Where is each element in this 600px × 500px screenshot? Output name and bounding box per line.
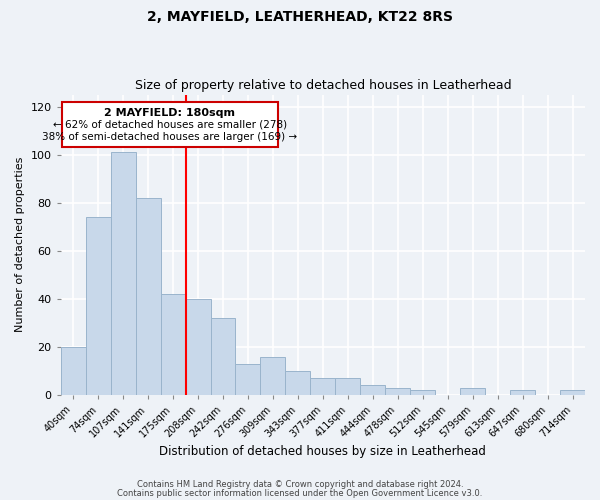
- Bar: [211, 318, 235, 395]
- Bar: [310, 378, 335, 395]
- Text: 2, MAYFIELD, LEATHERHEAD, KT22 8RS: 2, MAYFIELD, LEATHERHEAD, KT22 8RS: [147, 10, 453, 24]
- Text: 2 MAYFIELD: 180sqm: 2 MAYFIELD: 180sqm: [104, 108, 235, 118]
- Bar: [410, 390, 435, 395]
- Text: Contains HM Land Registry data © Crown copyright and database right 2024.: Contains HM Land Registry data © Crown c…: [137, 480, 463, 489]
- Bar: [235, 364, 260, 395]
- Y-axis label: Number of detached properties: Number of detached properties: [15, 157, 25, 332]
- Bar: [136, 198, 161, 395]
- Bar: [286, 371, 310, 395]
- Bar: [260, 356, 286, 395]
- Title: Size of property relative to detached houses in Leatherhead: Size of property relative to detached ho…: [134, 79, 511, 92]
- Bar: [61, 347, 86, 395]
- Bar: [460, 388, 485, 395]
- Text: ← 62% of detached houses are smaller (278): ← 62% of detached houses are smaller (27…: [53, 120, 287, 130]
- Bar: [86, 217, 110, 395]
- Bar: [510, 390, 535, 395]
- Text: 38% of semi-detached houses are larger (169) →: 38% of semi-detached houses are larger (…: [43, 132, 298, 142]
- Bar: [185, 299, 211, 395]
- Bar: [560, 390, 585, 395]
- Bar: [385, 388, 410, 395]
- Bar: [361, 386, 385, 395]
- Text: Contains public sector information licensed under the Open Government Licence v3: Contains public sector information licen…: [118, 490, 482, 498]
- FancyBboxPatch shape: [62, 102, 278, 148]
- Bar: [110, 152, 136, 395]
- Bar: [335, 378, 361, 395]
- Bar: [161, 294, 185, 395]
- X-axis label: Distribution of detached houses by size in Leatherhead: Distribution of detached houses by size …: [160, 444, 486, 458]
